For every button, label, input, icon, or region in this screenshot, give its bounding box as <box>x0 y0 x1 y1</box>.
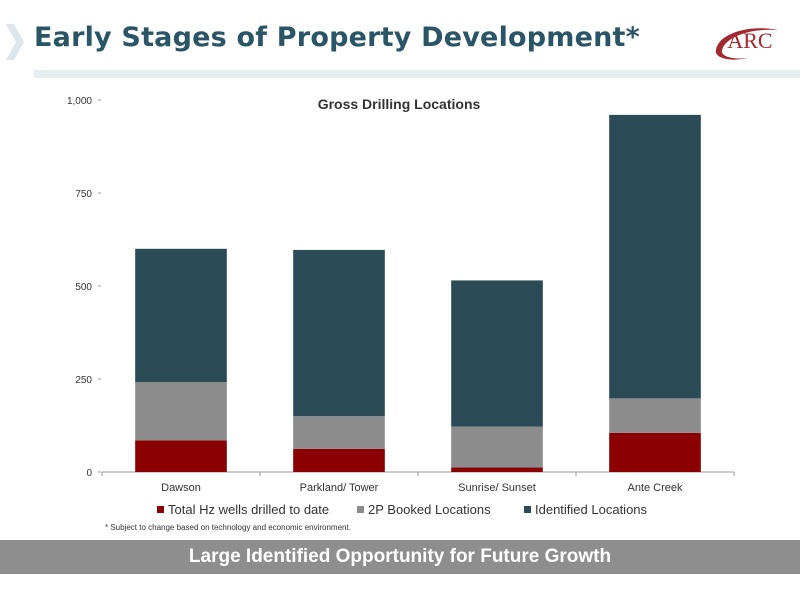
x-tick-label: Ante Creek <box>627 482 683 494</box>
legend-swatch <box>357 506 364 513</box>
x-tick-label: Parkland/ Tower <box>300 482 379 494</box>
bar-segment <box>135 440 227 472</box>
chart-svg: Gross Drilling Locations 0 250 500 750 1,000 D… <box>67 96 735 517</box>
banner-text: Large Identified Opportunity for Future … <box>188 546 612 567</box>
bar-segment <box>293 249 385 417</box>
bar-segment <box>609 398 701 433</box>
legend-label: 2P Booked Locations <box>368 502 491 517</box>
y-tick-label: 1,000 <box>67 96 92 107</box>
legend-label: Identified Locations <box>535 502 648 517</box>
slide-title-text: Early Stages of Property Development <box>34 22 626 53</box>
logo-swoosh <box>715 28 778 60</box>
chart-title: Gross Drilling Locations <box>318 96 481 112</box>
x-tick-label: Sunrise/ Sunset <box>458 482 536 494</box>
bar-segment <box>135 381 227 441</box>
bar-segment <box>609 114 701 399</box>
legend-swatch <box>524 506 531 513</box>
x-tick-label: Dawson <box>161 482 201 494</box>
y-tick-label: 500 <box>75 282 92 293</box>
bottom-banner: Large Identified Opportunity for Future … <box>0 540 800 574</box>
title-rule <box>34 70 800 78</box>
bar-segment <box>451 280 543 427</box>
bar-segment <box>293 448 385 472</box>
y-tick-label: 0 <box>86 468 92 479</box>
bar-segment <box>451 467 543 472</box>
slide-title-mark: * <box>625 22 640 53</box>
slide-title: Early Stages of Property Development* <box>34 22 640 53</box>
legend-swatch <box>157 506 164 513</box>
legend-label: Total Hz wells drilled to date <box>168 502 329 517</box>
bar-segment <box>451 426 543 468</box>
arc-logo: ARC <box>715 28 778 60</box>
y-tick-label: 250 <box>75 375 92 386</box>
bar-segment <box>135 248 227 382</box>
y-tick-label: 750 <box>75 189 92 200</box>
chevron-icon <box>6 24 24 60</box>
bar-segment <box>293 416 385 449</box>
bar-segment <box>609 432 701 472</box>
drilling-chart: Gross Drilling Locations 0 250 500 750 1,000 D… <box>0 80 800 540</box>
footnote: * Subject to change based on technology … <box>105 523 351 532</box>
logo-text: ARC <box>727 28 772 53</box>
